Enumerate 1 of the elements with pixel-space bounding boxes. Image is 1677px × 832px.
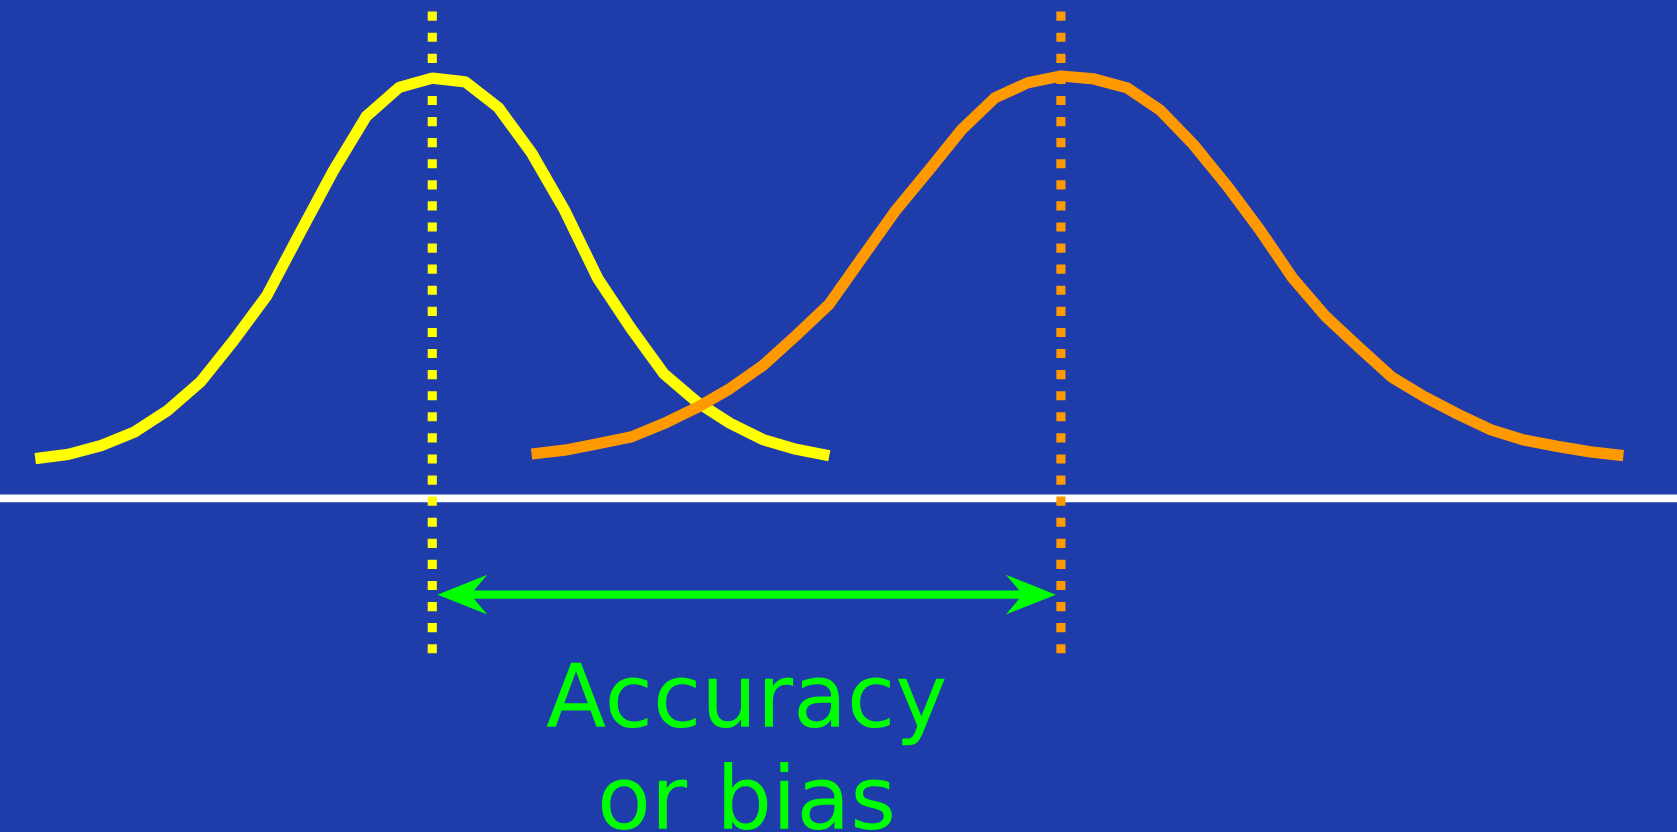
- text: Accuracy or bias: [546, 662, 945, 831]
